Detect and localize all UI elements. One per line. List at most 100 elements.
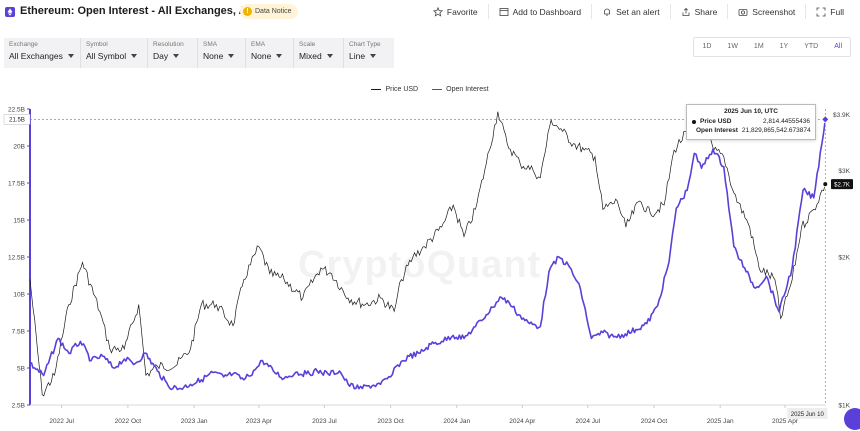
camera-icon: [738, 8, 748, 16]
legend-label-open-interest: Open Interest: [446, 86, 489, 93]
screenshot-button[interactable]: Screenshot: [727, 4, 805, 19]
set-alert-button[interactable]: Set an alert: [591, 4, 669, 19]
ema-label: EMA: [251, 41, 266, 48]
scale-label: Scale: [299, 41, 316, 48]
share-button[interactable]: Share: [669, 4, 728, 19]
right-tick-label: $3K: [838, 168, 850, 175]
x-tick-label: 2022 Jul: [49, 418, 74, 425]
ema-select[interactable]: EMA None: [246, 38, 294, 68]
set-alert-label: Set an alert: [616, 6, 660, 17]
scale-value: Mixed: [299, 51, 322, 61]
warning-icon: !: [243, 7, 252, 16]
x-tick-label: 2023 Apr: [246, 418, 273, 425]
range-button-1m[interactable]: 1M: [753, 43, 764, 50]
favorite-button[interactable]: Favorite: [423, 4, 488, 19]
oi-marker-icon: [690, 129, 694, 132]
x-tick-label: 2024 Jan: [443, 418, 470, 425]
legend-item-open-interest[interactable]: Open Interest: [432, 86, 489, 93]
data-notice-badge[interactable]: ! Data Notice: [240, 4, 298, 19]
sma-value: None: [203, 51, 224, 61]
ethereum-icon: [5, 7, 15, 17]
left-tick-label: 5B: [17, 366, 25, 373]
right-axis: $1K $2K $3K $3.9K: [833, 112, 851, 410]
range-button-all[interactable]: All: [834, 43, 842, 50]
range-button-1y[interactable]: 1Y: [779, 43, 789, 50]
resolution-select[interactable]: Resolution Day: [148, 38, 198, 68]
chart-tooltip: 2025 Jun 10, UTC Price USD 2,814.4455543…: [686, 104, 816, 140]
data-notice-label: Data Notice: [255, 8, 292, 15]
full-button[interactable]: Full: [805, 4, 854, 19]
range-button-1d[interactable]: 1D: [702, 43, 712, 50]
top-bar: Ethereum: Open Interest - All Exchanges,…: [0, 0, 860, 24]
ema-value: None: [251, 51, 272, 61]
chevron-down-icon: [370, 54, 377, 58]
x-tick-label: 2023 Jul: [312, 418, 337, 425]
x-current-date-box: [787, 408, 828, 419]
share-label: Share: [694, 6, 718, 17]
resolution-value: Day: [153, 51, 169, 61]
chart-controls: Exchange All Exchanges Symbol All Symbol…: [4, 38, 394, 68]
x-tick-label: 2023 Oct: [377, 418, 404, 425]
scale-select[interactable]: Scale Mixed: [294, 38, 344, 68]
chevron-down-icon: [228, 54, 235, 58]
price-usd-line: [29, 110, 826, 397]
chevron-down-icon: [326, 54, 333, 58]
legend-swatch-price: [371, 88, 382, 91]
screenshot-label: Screenshot: [752, 6, 796, 17]
tooltip-price-label: Price USD: [700, 118, 732, 125]
time-range-selector: 1D 1W 1M 1Y YTD All: [693, 37, 851, 57]
right-tick-label: $2K: [838, 255, 850, 262]
header-actions: Favorite Add to Dashboard Set an alert S…: [423, 4, 854, 19]
exchange-select[interactable]: Exchange All Exchanges: [4, 38, 81, 68]
x-tick-label: 2024 Apr: [509, 418, 536, 425]
x-tick-label: 2024 Oct: [641, 418, 668, 425]
legend-item-price[interactable]: Price USD: [371, 86, 418, 93]
open-interest-line: [29, 119, 827, 391]
x-tick-label: 2025 Apr: [772, 418, 799, 425]
exchange-label: Exchange: [9, 41, 38, 48]
dashboard-icon: [499, 7, 508, 16]
watermark: CryptoQuant: [298, 244, 542, 286]
chevron-down-icon: [276, 54, 283, 58]
left-current-value: 21.5B: [9, 118, 25, 124]
expand-icon: [816, 7, 826, 16]
x-axis: 2022 Jul 2022 Oct 2023 Jan 2023 Apr 2023 Jul…: [30, 404, 826, 425]
page-title: Ethereum: Open Interest - All Exchanges,…: [20, 5, 296, 17]
resolution-label: Resolution: [153, 41, 184, 48]
right-tick-label: $3.9K: [833, 112, 851, 119]
x-tick-label: 2025 Jan: [707, 418, 734, 425]
symbol-value: All Symbol: [86, 51, 127, 61]
open-interest-chart[interactable]: 2.5B 5B 7.5B 10B 12.5B 15B 17.5B 20B 22.5B $1K $2…: [0, 100, 860, 431]
right-current-value-box: [831, 179, 853, 190]
full-label: Full: [830, 6, 844, 17]
left-tick-label: 2.5B: [12, 403, 25, 410]
sma-select[interactable]: SMA None: [198, 38, 246, 68]
chat-button[interactable]: [844, 408, 860, 430]
left-tick-label: 12.5B: [8, 255, 25, 262]
chevron-down-icon: [173, 54, 180, 58]
share-icon: [682, 7, 690, 16]
range-button-1w[interactable]: 1W: [727, 43, 738, 50]
series-layer: [29, 110, 827, 397]
right-tick-label: $1K: [838, 403, 850, 410]
left-tick-label: 15B: [13, 218, 25, 225]
x-tick-label: 2024 Jul: [575, 418, 600, 425]
left-tick-label: 20B: [13, 144, 25, 151]
price-point-marker: [822, 181, 829, 187]
left-tick-label: 7.5B: [12, 329, 25, 336]
crosshair-layer: 21.5B $2.7K 2025 Jun 10: [3, 109, 853, 419]
chart-legend: Price USD Open Interest: [0, 86, 860, 93]
symbol-select[interactable]: Symbol All Symbol: [81, 38, 148, 68]
chart-type-value: Line: [349, 51, 366, 61]
tooltip-row-oi: Open Interest 21,829,865,542.673874: [690, 126, 811, 135]
favorite-label: Favorite: [446, 6, 478, 17]
chart-type-select[interactable]: Chart Type Line: [344, 38, 394, 68]
add-to-dashboard-button[interactable]: Add to Dashboard: [487, 4, 592, 19]
sma-label: SMA: [203, 41, 218, 48]
price-marker-icon: [692, 119, 696, 124]
tooltip-oi-label: Open Interest: [696, 127, 738, 134]
range-button-ytd[interactable]: YTD: [804, 43, 819, 50]
chevron-down-icon: [67, 54, 74, 58]
right-current-value: $2.7K: [834, 182, 850, 188]
x-current-date: 2025 Jun 10: [791, 412, 825, 418]
